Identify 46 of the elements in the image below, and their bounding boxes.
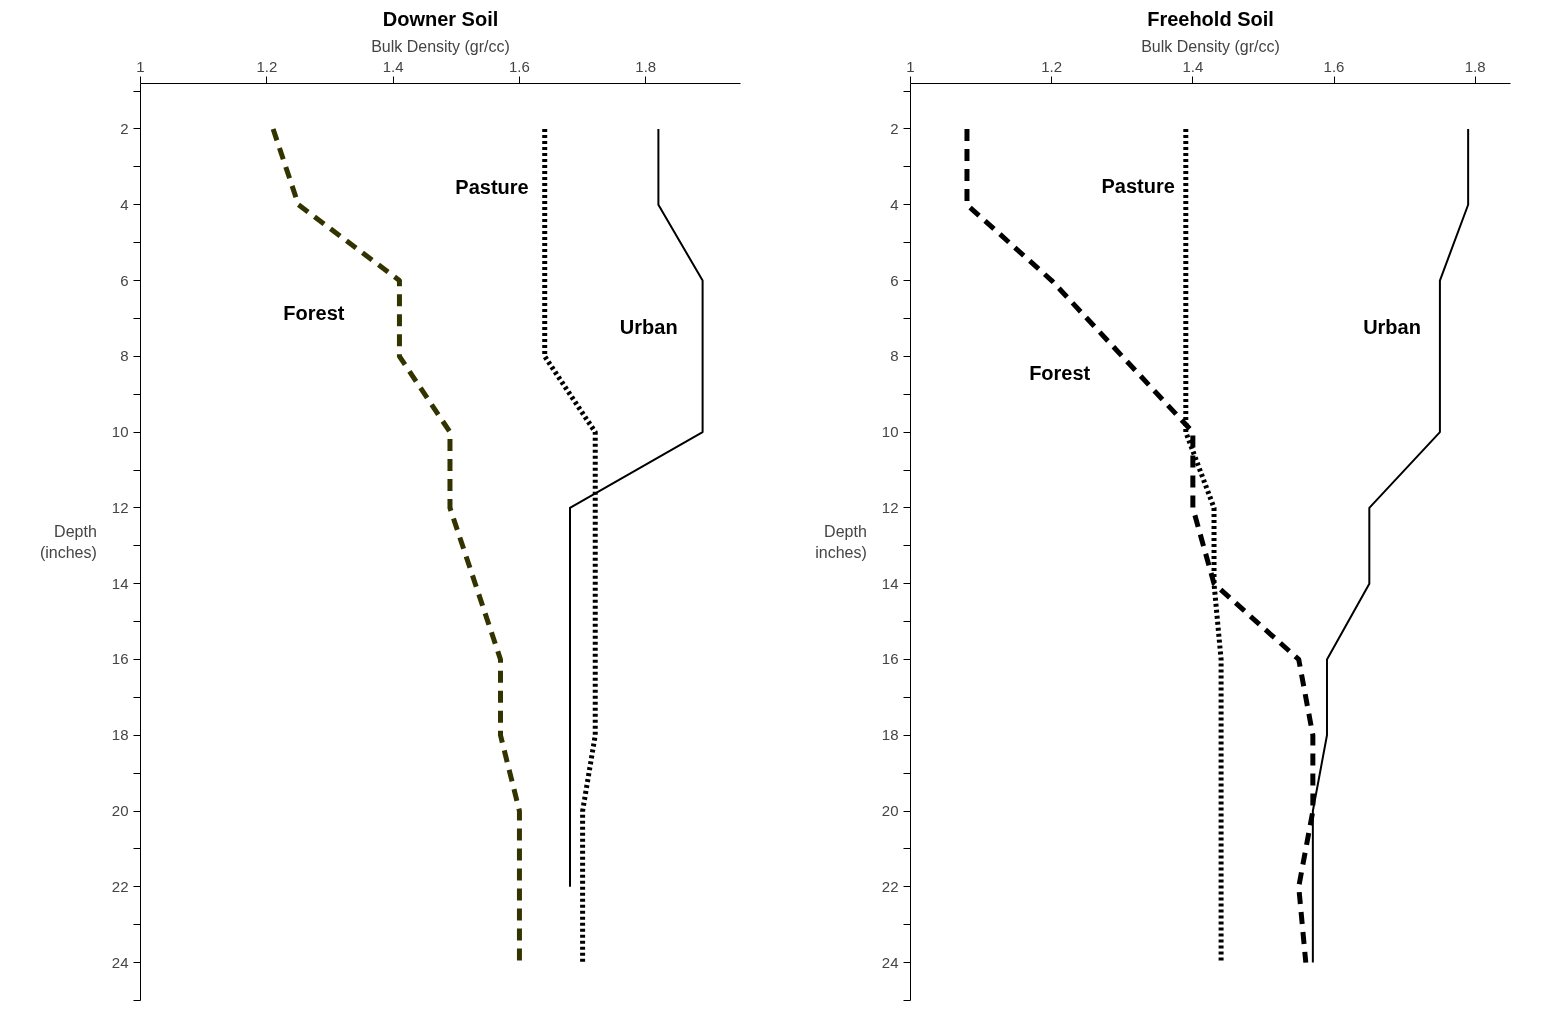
y-tick-label: 6 (890, 271, 899, 289)
y-tick-label: 10 (111, 423, 129, 441)
x-tick-label: 1.4 (382, 57, 404, 75)
y-tick-label: 16 (881, 650, 899, 668)
y-tick-label: 6 (120, 271, 129, 289)
series-label: Pasture (1101, 174, 1175, 197)
x-tick-label: 1.2 (256, 57, 278, 75)
y-tick-label: 10 (881, 423, 899, 441)
y-tick-label: 22 (111, 877, 129, 895)
x-tick-label: 1.6 (1323, 57, 1345, 75)
series-label: Urban (1363, 315, 1421, 338)
x-axis-title: Bulk Density (gr/cc) (1141, 37, 1280, 55)
y-tick-label: 12 (881, 498, 899, 516)
series-label: Forest (1029, 362, 1091, 385)
x-tick-label: 1.8 (635, 57, 657, 75)
x-tick-label: 1.4 (1182, 57, 1204, 75)
y-tick-label: 12 (111, 498, 129, 516)
text: Forest (283, 301, 345, 324)
chart-title: Freehold Soil (1147, 7, 1274, 30)
y-tick-label: 22 (881, 877, 899, 895)
y-tick-label: 14 (881, 574, 899, 592)
chart-title: Downer Soil (382, 7, 499, 30)
y-axis-title: Depth (inches) (39, 523, 97, 561)
y-tick-label: 2 (890, 119, 899, 137)
x-tick-label: 1.2 (1041, 57, 1063, 75)
x-tick-label: 1.6 (509, 57, 530, 75)
y-tick-label: 14 (111, 574, 129, 592)
y-tick-label: 16 (111, 650, 129, 668)
y-tick-label: 20 (881, 802, 899, 820)
series-label: Urban (619, 315, 678, 338)
x-tick-label: 1 (136, 57, 145, 75)
y-tick-label: 24 (111, 953, 129, 971)
y-tick-label: 4 (120, 195, 129, 213)
y-tick-label: 18 (111, 726, 129, 744)
y-axis-title: Depth inches) (815, 523, 867, 561)
y-tick-label: 8 (890, 347, 899, 365)
y-tick-label: 20 (111, 802, 129, 820)
y-tick-label: 2 (120, 119, 129, 137)
y-tick-label: 4 (890, 195, 899, 213)
x-tick-label: 1.8 (1464, 57, 1486, 75)
y-tick-label: 24 (881, 953, 899, 971)
x-axis-title: Bulk Density (gr/cc) (371, 37, 510, 55)
x-tick-label: 1 (906, 57, 915, 75)
y-tick-label: 8 (120, 347, 129, 365)
y-tick-label: 18 (881, 726, 899, 744)
series-label: Pasture (455, 175, 529, 198)
